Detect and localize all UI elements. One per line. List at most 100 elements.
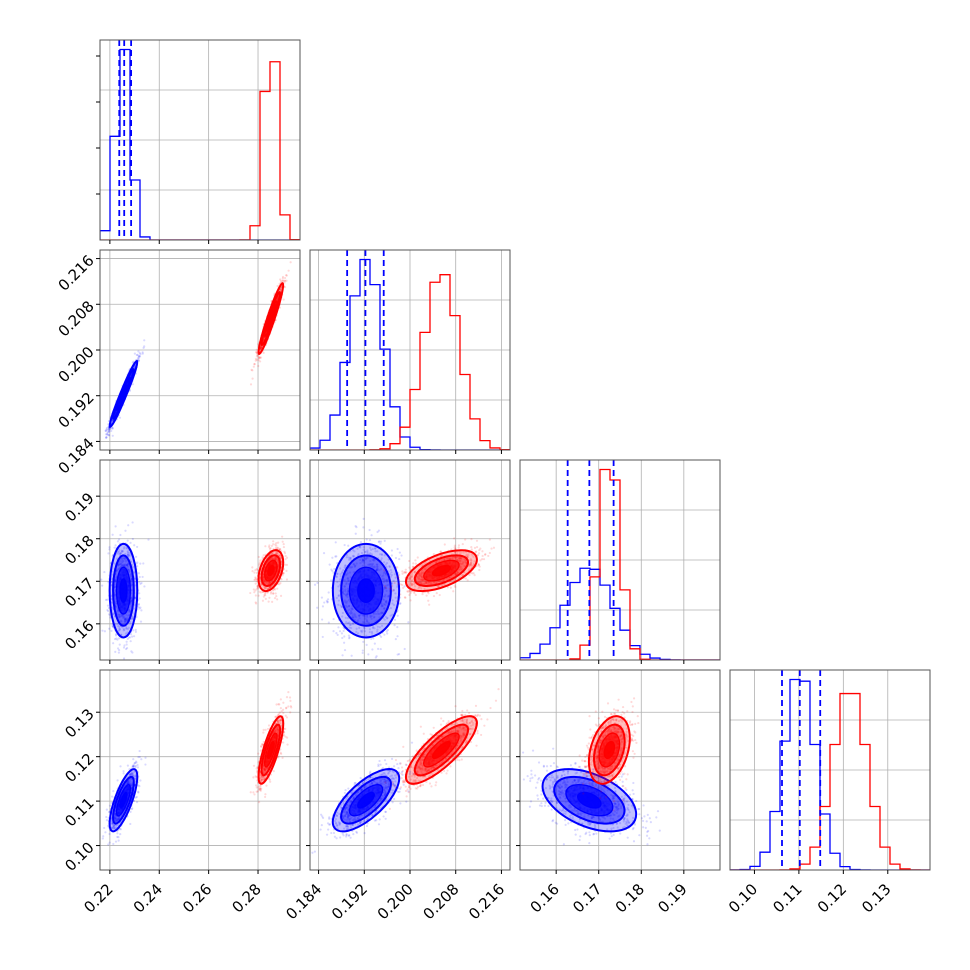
scatter-point [274,543,277,546]
scatter-point [372,616,376,619]
scatter-point [281,279,285,282]
scatter-point [287,269,290,272]
scatter-point [351,555,354,558]
scatter-point [253,591,256,594]
scatter-point [121,550,124,553]
scatter-point [375,568,379,572]
scatter-point [259,346,262,349]
scatter-point [349,611,352,614]
scatter-point [107,428,111,431]
scatter-point [256,353,259,357]
scatter-point [399,593,402,596]
scatter-point [126,554,129,557]
scatter-point [420,582,423,585]
scatter-point [352,554,355,557]
scatter-point [348,624,352,627]
scatter-point [382,586,386,589]
scatter-point [370,630,374,634]
scatter-point [259,582,263,585]
scatter-point [120,550,124,553]
scatter-point [133,544,136,547]
scatter-point [101,629,104,632]
scatter-point [254,582,257,585]
scatter-point [384,593,387,596]
scatter-point [281,275,285,279]
scatter-point [429,581,432,584]
panel-content [100,460,300,660]
scatter-point [131,361,135,364]
scatter-point [305,624,307,626]
scatter-point [263,336,266,339]
scatter-point [267,559,270,563]
scatter-point [251,369,254,372]
scatter-point [278,583,281,586]
scatter-point [344,590,347,593]
scatter-point [117,552,120,555]
scatter-point [121,560,124,564]
scatter-point [130,601,133,604]
scatter-point [281,535,284,538]
scatter-point [107,606,111,610]
scatter-point [117,563,121,566]
scatter-point [414,570,417,573]
scatter-point [355,630,358,634]
scatter-point [121,614,124,617]
scatter-point [255,351,258,354]
scatter-point [373,565,376,568]
scatter-point [358,614,361,618]
scatter-point [264,594,267,597]
scatter-point [385,579,388,582]
scatter-point [122,629,125,632]
scatter-point [257,594,260,597]
scatter-point [266,582,270,585]
scatter-point [481,558,484,561]
scatter-point [370,617,373,620]
scatter-point [390,571,393,574]
scatter-point [339,575,342,578]
scatter-point [136,357,140,360]
scatter-point [351,614,354,617]
scatter-point [352,562,355,566]
scatter-point [376,567,379,570]
scatter-point [374,547,377,550]
scatter-point [256,585,259,588]
scatter-point [267,545,271,549]
scatter-point [346,572,349,575]
scatter-point [460,557,463,560]
scatter-point [378,540,381,543]
scatter-point [256,569,259,572]
scatter-point [334,555,337,558]
scatter-point [270,591,273,594]
scatter-point [364,617,367,620]
scatter-point [129,574,133,577]
scatter-point [409,575,412,579]
scatter-point [282,572,285,575]
scatter-point [262,579,266,582]
scatter-point [421,593,424,596]
scatter-point [456,551,459,555]
scatter-point [262,577,266,580]
scatter-point [259,559,262,562]
scatter-point [392,589,395,592]
scatter-point [450,557,454,560]
panel-content [310,250,510,450]
scatter-point [472,555,475,558]
scatter-point [113,546,116,549]
scatter-point [464,554,468,557]
panel-content [100,40,300,240]
scatter-point [359,613,363,616]
scatter-point [283,281,286,284]
scatter-point [335,555,338,558]
scatter-point [122,563,125,566]
scatter-point [104,433,108,436]
scatter-point [123,628,126,632]
scatter-point [366,616,369,619]
scatter-point [349,612,352,615]
scatter-point [118,643,121,646]
scatter-point [141,575,144,579]
scatter-point [254,359,257,362]
scatter-point [118,626,121,630]
scatter-point [143,585,146,588]
scatter-point [357,619,360,622]
scatter-point [114,579,117,582]
